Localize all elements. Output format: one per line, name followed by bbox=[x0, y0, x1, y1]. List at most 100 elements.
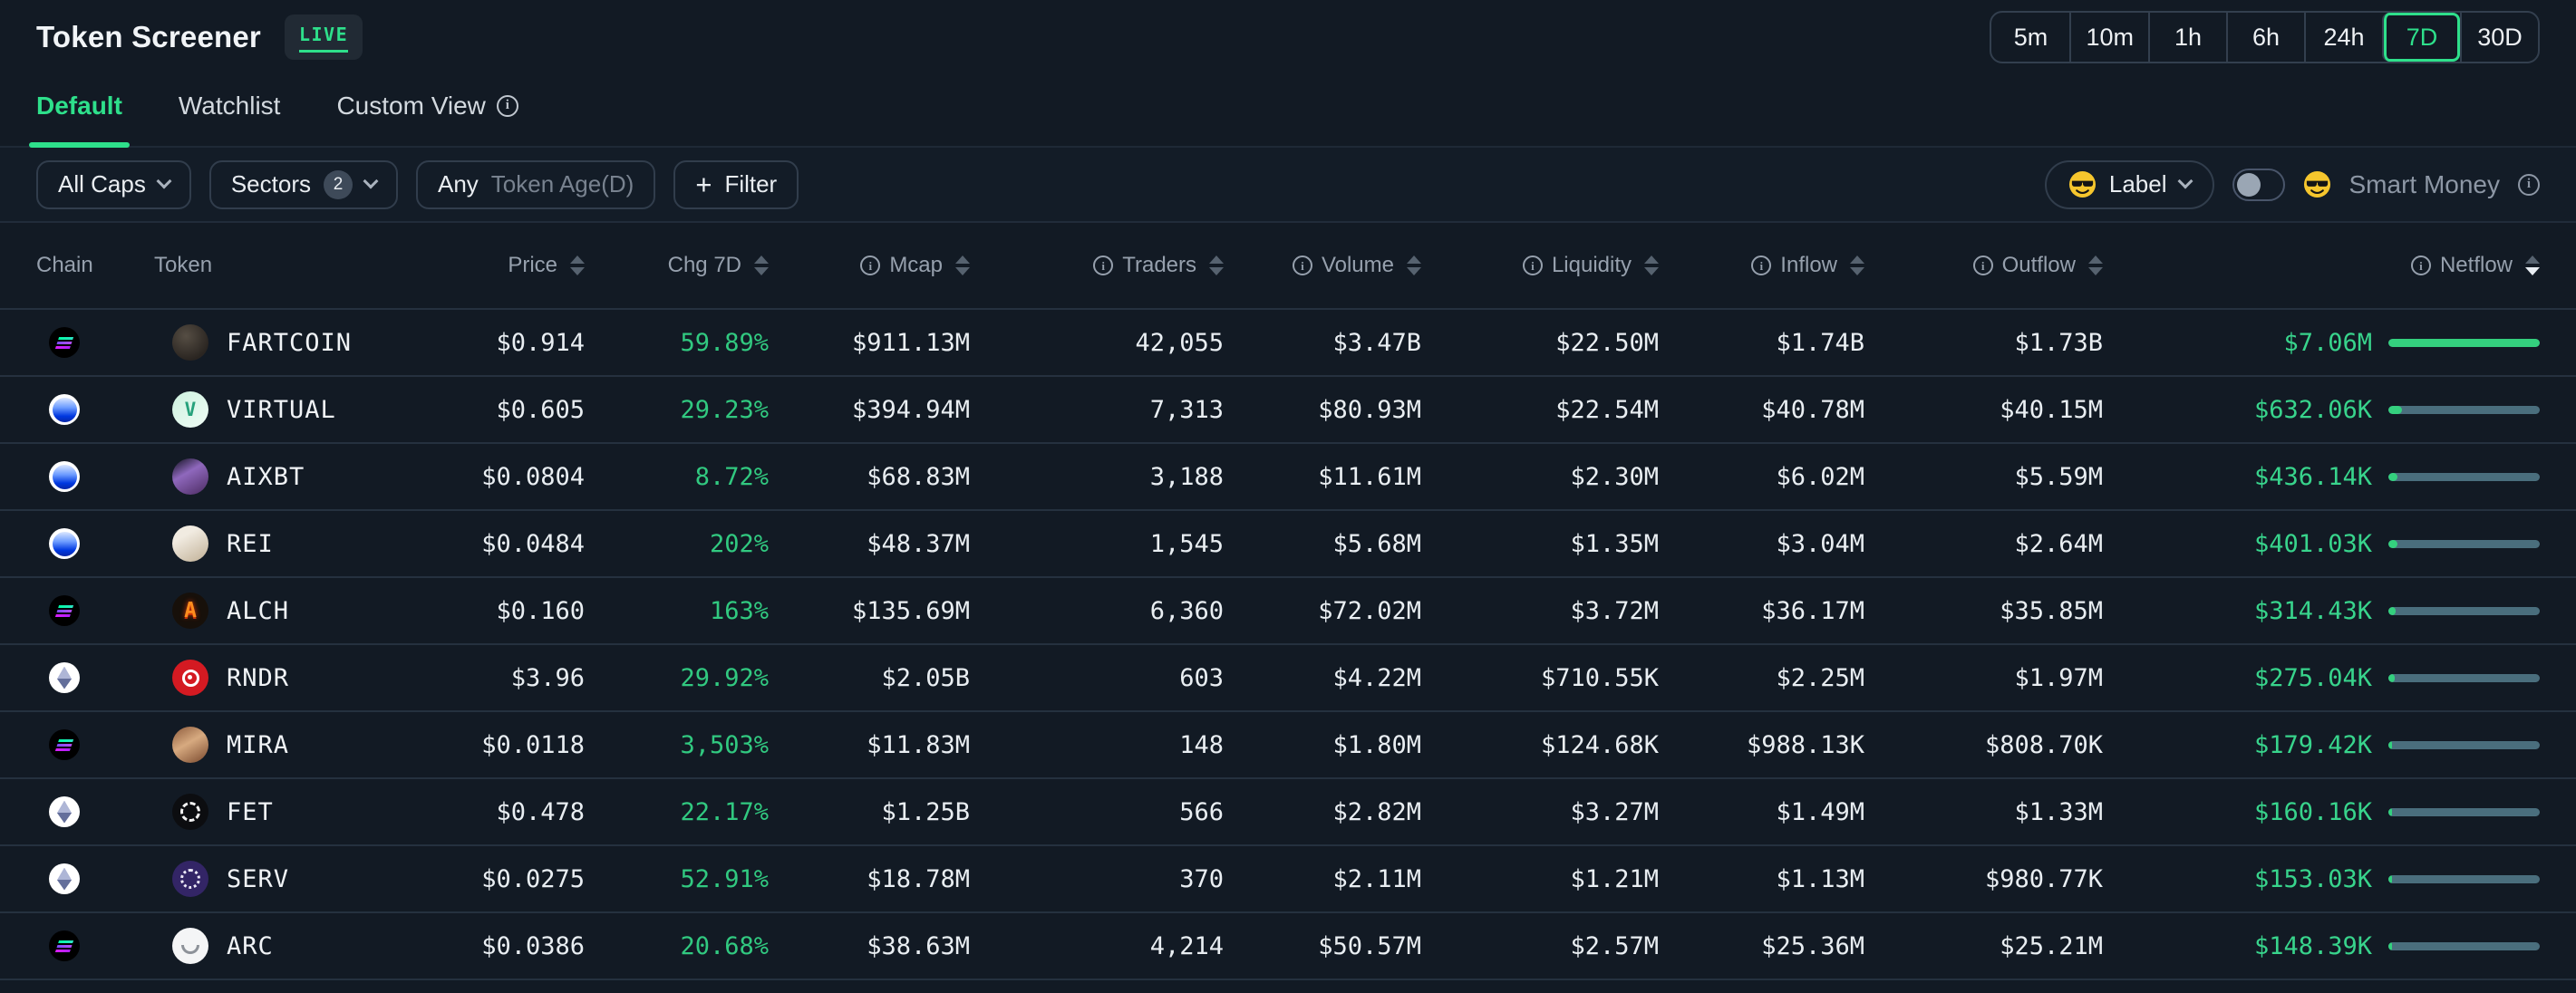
price-cell: $0.914 bbox=[496, 328, 585, 357]
timeframe-button-5m[interactable]: 5m bbox=[1991, 13, 2069, 62]
timeframe-button-1h[interactable]: 1h bbox=[2148, 13, 2226, 62]
traders-cell: 7,313 bbox=[1149, 395, 1224, 424]
token-row-virtual[interactable]: VIRTUAL $0.605 29.23% $394.94M 7,313 $80.93M $… bbox=[0, 377, 2576, 444]
chain-cell bbox=[36, 662, 154, 693]
token-symbol: ALCH bbox=[227, 596, 290, 625]
tab-custom-view[interactable]: Custom View bbox=[336, 65, 518, 146]
chain-cell bbox=[36, 930, 154, 961]
inflow-cell: $988.13K bbox=[1746, 730, 1864, 759]
timeframe-button-24h[interactable]: 24h bbox=[2304, 13, 2382, 62]
token-age-label: Token Age(D) bbox=[490, 170, 634, 198]
token-row-arc[interactable]: ARC $0.0386 20.68% $38.63M 4,214 $50.57M $2.57… bbox=[0, 913, 2576, 980]
info-icon[interactable] bbox=[496, 94, 518, 117]
chg-cell: 22.17% bbox=[680, 797, 769, 826]
chg-cell: 29.23% bbox=[680, 395, 769, 424]
token-age-filter[interactable]: Any Token Age(D) bbox=[415, 159, 656, 209]
token-logo-fet bbox=[172, 794, 208, 830]
token-row-rei[interactable]: REI $0.0484 202% $48.37M 1,545 $5.68M $1.35M $3… bbox=[0, 511, 2576, 578]
token-symbol: MIRA bbox=[227, 730, 290, 759]
volume-cell: $2.82M bbox=[1332, 797, 1421, 826]
token-row-rndr[interactable]: RNDR $3.96 29.92% $2.05B 603 $4.22M $710.55K $2… bbox=[0, 645, 2576, 712]
liquidity-cell: $2.30M bbox=[1570, 462, 1659, 491]
netflow-bar-fill bbox=[2388, 606, 2396, 615]
sort-desc-icon bbox=[1209, 267, 1224, 275]
token-cell: ARC bbox=[154, 928, 435, 964]
token-row-alch[interactable]: ALCH $0.160 163% $135.69M 6,360 $72.02M $3.72M… bbox=[0, 578, 2576, 645]
netflow-value: $275.04K bbox=[2253, 663, 2372, 692]
info-icon[interactable] bbox=[1522, 255, 1543, 275]
column-header-traders[interactable]: Traders bbox=[970, 253, 1224, 278]
info-icon[interactable] bbox=[1751, 255, 1772, 275]
column-label: Volume bbox=[1321, 253, 1394, 277]
filter-bar: All Caps Sectors 2 Any Token Age(D) + Fi… bbox=[0, 148, 2576, 223]
netflow-bar bbox=[2388, 539, 2540, 548]
token-row-serv[interactable]: SERV $0.0275 52.91% $18.78M 370 $2.11M $1.21M $… bbox=[0, 846, 2576, 913]
info-icon[interactable] bbox=[1093, 255, 1114, 275]
netflow-bar-fill bbox=[2388, 405, 2403, 414]
token-row-fet[interactable]: FET $0.478 22.17% $1.25B 566 $2.82M $3.27M $1.4… bbox=[0, 779, 2576, 846]
token-row-mira[interactable]: MIRA $0.0118 3,503% $11.83M 148 $1.80M $124.68… bbox=[0, 712, 2576, 779]
price-cell: $0.0386 bbox=[481, 931, 585, 960]
netflow-cell: $7.06M bbox=[2103, 329, 2540, 357]
info-icon[interactable] bbox=[2410, 255, 2431, 275]
ethereum-chain-icon bbox=[49, 796, 80, 827]
table-body: FARTCOIN $0.914 59.89% $911.13M 42,055 $3.47B… bbox=[0, 310, 2576, 980]
outflow-cell: $40.15M bbox=[2000, 395, 2103, 424]
timeframe-button-6h[interactable]: 6h bbox=[2226, 13, 2304, 62]
sort-desc-icon bbox=[1850, 267, 1864, 275]
netflow-value: $314.43K bbox=[2253, 596, 2372, 625]
column-label: Chg 7D bbox=[667, 253, 741, 277]
traders-cell: 3,188 bbox=[1149, 462, 1224, 491]
token-row-fartcoin[interactable]: FARTCOIN $0.914 59.89% $911.13M 42,055 $3.47B… bbox=[0, 310, 2576, 377]
liquidity-cell: $710.55K bbox=[1540, 663, 1659, 692]
column-label: Token bbox=[154, 253, 213, 277]
sort-asc-icon bbox=[2525, 255, 2540, 264]
column-header-mcap[interactable]: Mcap bbox=[769, 253, 970, 278]
sort-desc-icon bbox=[570, 267, 585, 275]
timeframe-button-30d[interactable]: 30D bbox=[2460, 13, 2538, 62]
chain-logo-glyph bbox=[57, 867, 72, 891]
volume-cell: $1.80M bbox=[1332, 730, 1421, 759]
smart-money-toggle[interactable] bbox=[2232, 168, 2285, 201]
netflow-bar-fill bbox=[2388, 874, 2392, 883]
netflow-bar-fill bbox=[2388, 740, 2393, 749]
label-dropdown[interactable]: Label bbox=[2044, 159, 2214, 209]
info-icon[interactable] bbox=[1292, 255, 1312, 275]
timeframe-button-7d[interactable]: 7D bbox=[2382, 13, 2460, 62]
chg-cell: 52.91% bbox=[680, 864, 769, 893]
add-filter-button[interactable]: + Filter bbox=[673, 159, 799, 209]
info-icon[interactable] bbox=[1972, 255, 1993, 275]
column-header-inflow[interactable]: Inflow bbox=[1659, 253, 1864, 278]
info-icon[interactable] bbox=[860, 255, 881, 275]
info-icon[interactable] bbox=[2518, 173, 2540, 196]
chain-logo-glyph bbox=[57, 800, 72, 824]
column-label: Netflow bbox=[2439, 253, 2513, 277]
token-logo-virtual bbox=[172, 391, 208, 428]
column-header-volume[interactable]: Volume bbox=[1224, 253, 1421, 278]
tab-default[interactable]: Default bbox=[29, 65, 130, 148]
token-logo-mira bbox=[172, 727, 208, 763]
column-header-netflow[interactable]: Netflow bbox=[2103, 253, 2540, 278]
token-logo-glyph bbox=[181, 669, 199, 687]
inflow-cell: $6.02M bbox=[1776, 462, 1864, 491]
smart-money-label: Smart Money bbox=[2348, 169, 2501, 198]
volume-cell: $80.93M bbox=[1318, 395, 1421, 424]
chain-logo-glyph bbox=[54, 604, 74, 617]
column-header-price[interactable]: Price bbox=[435, 253, 585, 278]
column-header-outflow[interactable]: Outflow bbox=[1864, 253, 2103, 278]
outflow-cell: $980.77K bbox=[1984, 864, 2103, 893]
mcap-cell: $135.69M bbox=[851, 596, 970, 625]
token-symbol: SERV bbox=[227, 864, 290, 893]
sectors-dropdown[interactable]: Sectors 2 bbox=[208, 159, 398, 209]
outflow-cell: $1.97M bbox=[2014, 663, 2103, 692]
tab-watchlist[interactable]: Watchlist bbox=[179, 65, 281, 146]
chevron-down-icon bbox=[2177, 173, 2193, 188]
token-row-aixbt[interactable]: AIXBT $0.0804 8.72% $68.83M 3,188 $11.61M $2.3… bbox=[0, 444, 2576, 511]
chg-cell: 163% bbox=[709, 596, 769, 625]
liquidity-cell: $22.54M bbox=[1555, 395, 1659, 424]
column-header-chg[interactable]: Chg 7D bbox=[585, 253, 769, 278]
timeframe-button-10m[interactable]: 10m bbox=[2069, 13, 2148, 62]
column-header-liquidity[interactable]: Liquidity bbox=[1421, 253, 1659, 278]
all-caps-dropdown[interactable]: All Caps bbox=[36, 159, 191, 209]
